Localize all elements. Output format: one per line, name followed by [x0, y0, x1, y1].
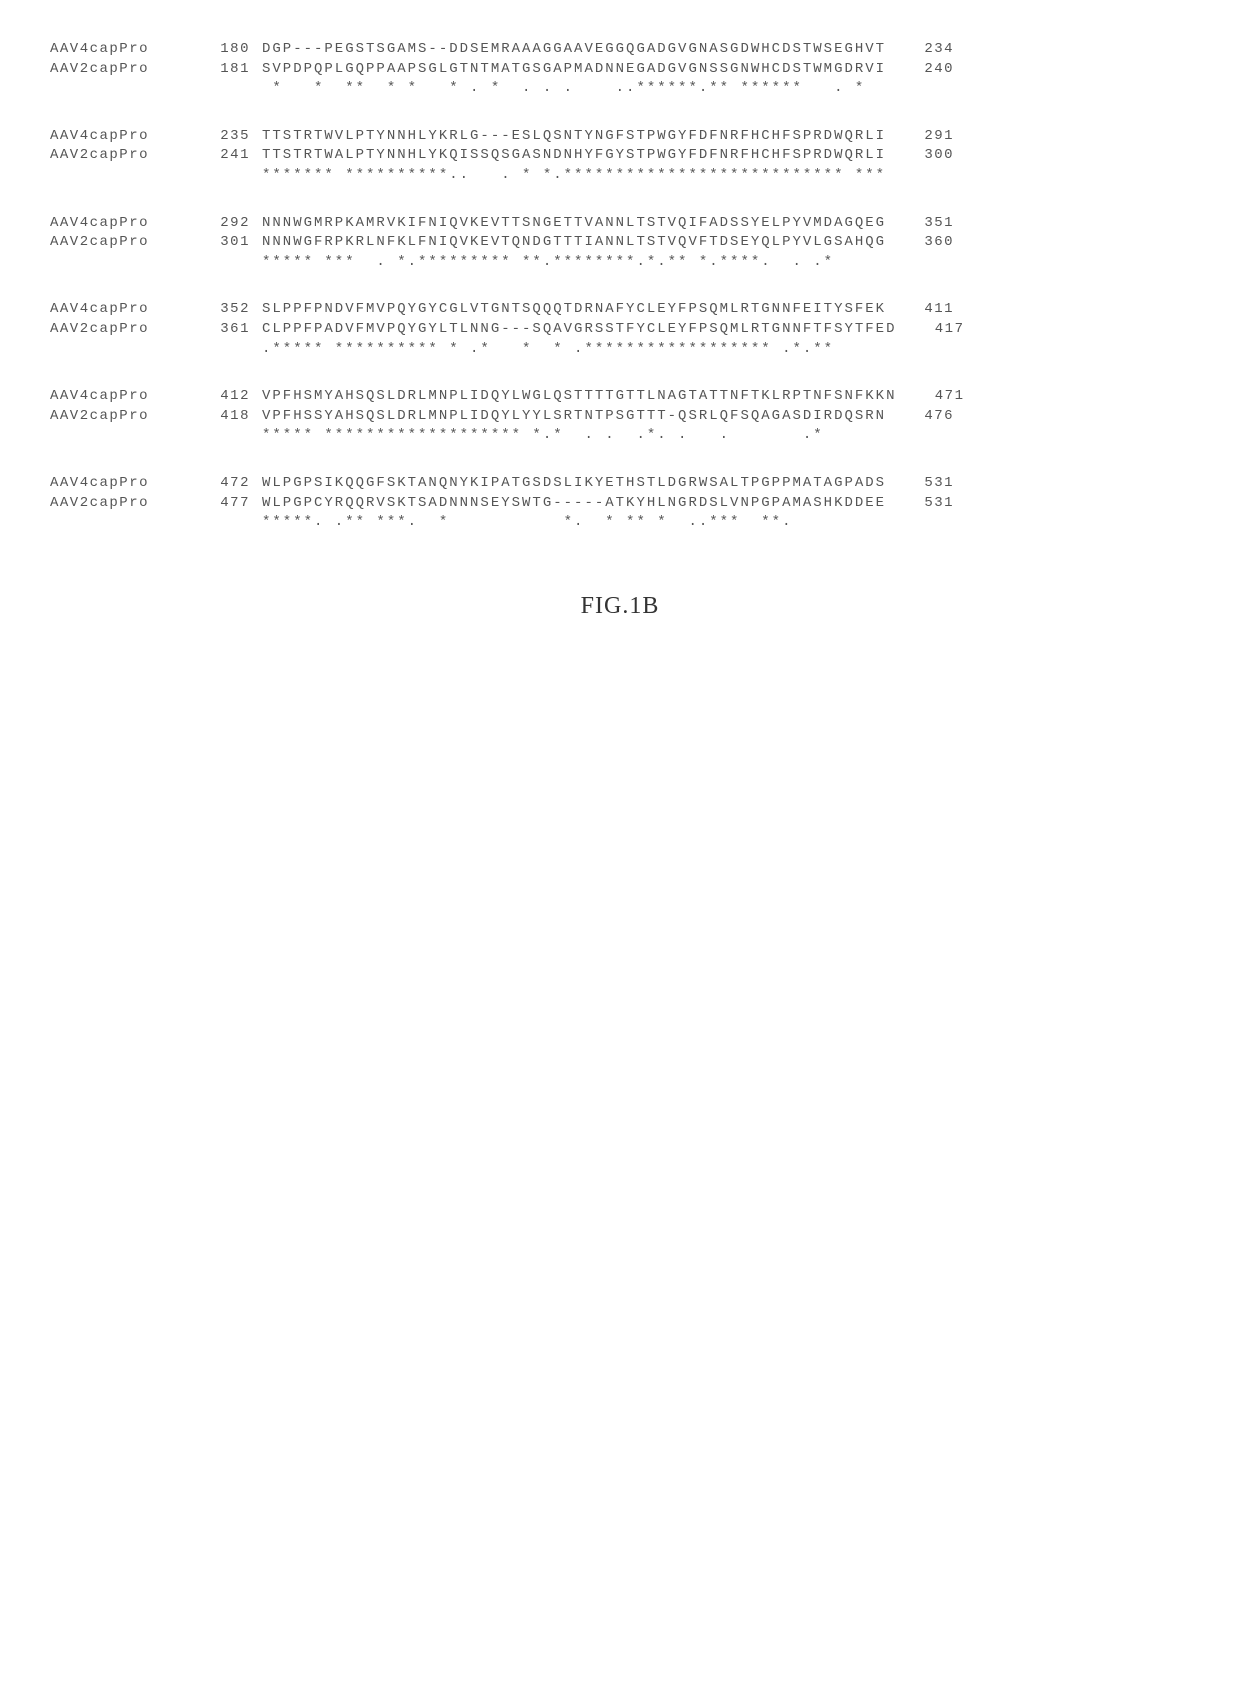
seq-label: AAV4capPro	[50, 214, 190, 234]
sequence-text: VPFHSMYAHSQSLDRLMNPLIDQYLWGLQSTTTTGTTLNA…	[262, 387, 896, 407]
start-pos: 412	[190, 387, 262, 407]
start-pos: 181	[190, 60, 262, 80]
sequence-text: TTSTRTWALPTYNNHLYKQISSQSGASNDNHYFGYSTPWG…	[262, 146, 886, 166]
consensus-text: * * ** * * * . * . . . ..******.** *****…	[262, 79, 876, 99]
seq-row-a: AAV4capPro412VPFHSMYAHSQSLDRLMNPLIDQYLWG…	[50, 387, 1190, 407]
end-pos: 291	[886, 127, 954, 147]
start-pos: 472	[190, 474, 262, 494]
sequence-text: SLPPFPNDVFMVPQYGYCGLVTGNTSQQQTDRNAFYCLEY…	[262, 300, 886, 320]
seq-label: AAV4capPro	[50, 40, 190, 60]
end-pos: 417	[896, 320, 964, 340]
start-pos: 180	[190, 40, 262, 60]
sequence-text: SVPDPQPLGQPPAAPSGLGTNTMATGSGAPMADNNEGADG…	[262, 60, 886, 80]
seq-label: AAV2capPro	[50, 146, 190, 166]
seq-label: AAV4capPro	[50, 127, 190, 147]
alignment-block: AAV4capPro180DGP---PEGSTSGAMS--DDSEMRAAA…	[50, 40, 1190, 99]
consensus-text: ***** ******************* *.* . . .*. . …	[262, 426, 824, 446]
figure-caption: FIG.1B	[50, 593, 1190, 620]
start-pos: 352	[190, 300, 262, 320]
seq-label: AAV2capPro	[50, 494, 190, 514]
alignment-block: AAV4capPro472WLPGPSIKQQGFSKTANQNYKIPATGS…	[50, 474, 1190, 533]
sequence-text: WLPGPSIKQQGFSKTANQNYKIPATGSDSLIKYETHSTLD…	[262, 474, 886, 494]
end-pos: 531	[886, 474, 954, 494]
seq-row-b: AAV2capPro301NNNWGFRPKRLNFKLFNIQVKEVTQND…	[50, 233, 1190, 253]
start-pos: 477	[190, 494, 262, 514]
start-pos: 292	[190, 214, 262, 234]
consensus-text: ******* **********.. . * *.*************…	[262, 166, 886, 186]
alignment-block: AAV4capPro412VPFHSMYAHSQSLDRLMNPLIDQYLWG…	[50, 387, 1190, 446]
consensus-row: ***** ******************* *.* . . .*. . …	[50, 426, 1190, 446]
seq-label: AAV2capPro	[50, 233, 190, 253]
sequence-alignment: AAV4capPro180DGP---PEGSTSGAMS--DDSEMRAAA…	[50, 40, 1190, 533]
alignment-block: AAV4capPro235TTSTRTWVLPTYNNHLYKRLG---ESL…	[50, 127, 1190, 186]
seq-label: AAV4capPro	[50, 300, 190, 320]
consensus-row: ***** *** . *.********* **.********.*.**…	[50, 253, 1190, 273]
end-pos: 360	[886, 233, 954, 253]
seq-label: AAV4capPro	[50, 474, 190, 494]
end-pos: 300	[886, 146, 954, 166]
start-pos: 235	[190, 127, 262, 147]
sequence-text: DGP---PEGSTSGAMS--DDSEMRAAAGGAAVEGGQGADG…	[262, 40, 886, 60]
consensus-row: ******* **********.. . * *.*************…	[50, 166, 1190, 186]
seq-row-b: AAV2capPro477WLPGPCYRQQRVSKTSADNNNSEYSWT…	[50, 494, 1190, 514]
sequence-text: VPFHSSYAHSQSLDRLMNPLIDQYLYYLSRTNTPSGTTT-…	[262, 407, 886, 427]
seq-label: AAV2capPro	[50, 320, 190, 340]
seq-row-a: AAV4capPro180DGP---PEGSTSGAMS--DDSEMRAAA…	[50, 40, 1190, 60]
consensus-text: .***** ********** * .* * * .************…	[262, 340, 834, 360]
sequence-text: WLPGPCYRQQRVSKTSADNNNSEYSWTG-----ATKYHLN…	[262, 494, 886, 514]
start-pos: 361	[190, 320, 262, 340]
end-pos: 476	[886, 407, 954, 427]
start-pos: 301	[190, 233, 262, 253]
end-pos: 240	[886, 60, 954, 80]
seq-row-a: AAV4capPro235TTSTRTWVLPTYNNHLYKRLG---ESL…	[50, 127, 1190, 147]
alignment-block: AAV4capPro292NNNWGMRPKAMRVKIFNIQVKEVTTSN…	[50, 214, 1190, 273]
start-pos: 241	[190, 146, 262, 166]
sequence-text: NNNWGMRPKAMRVKIFNIQVKEVTTSNGETTVANNLTSTV…	[262, 214, 886, 234]
start-pos: 418	[190, 407, 262, 427]
end-pos: 471	[896, 387, 964, 407]
seq-row-b: AAV2capPro361CLPPFPADVFMVPQYGYLTLNNG---S…	[50, 320, 1190, 340]
seq-label: AAV2capPro	[50, 407, 190, 427]
alignment-block: AAV4capPro352SLPPFPNDVFMVPQYGYCGLVTGNTSQ…	[50, 300, 1190, 359]
consensus-row: .***** ********** * .* * * .************…	[50, 340, 1190, 360]
end-pos: 531	[886, 494, 954, 514]
seq-label: AAV2capPro	[50, 60, 190, 80]
sequence-text: TTSTRTWVLPTYNNHLYKRLG---ESLQSNTYNGFSTPWG…	[262, 127, 886, 147]
seq-row-b: AAV2capPro241TTSTRTWALPTYNNHLYKQISSQSGAS…	[50, 146, 1190, 166]
end-pos: 234	[886, 40, 954, 60]
seq-row-a: AAV4capPro472WLPGPSIKQQGFSKTANQNYKIPATGS…	[50, 474, 1190, 494]
sequence-text: CLPPFPADVFMVPQYGYLTLNNG---SQAVGRSSTFYCLE…	[262, 320, 896, 340]
seq-row-a: AAV4capPro292NNNWGMRPKAMRVKIFNIQVKEVTTSN…	[50, 214, 1190, 234]
end-pos: 411	[886, 300, 954, 320]
seq-row-a: AAV4capPro352SLPPFPNDVFMVPQYGYCGLVTGNTSQ…	[50, 300, 1190, 320]
consensus-text: *****. .** ***. * *. * ** * ..*** **.	[262, 513, 803, 533]
consensus-text: ***** *** . *.********* **.********.*.**…	[262, 253, 834, 273]
consensus-row: *****. .** ***. * *. * ** * ..*** **.	[50, 513, 1190, 533]
end-pos: 351	[886, 214, 954, 234]
seq-row-b: AAV2capPro181SVPDPQPLGQPPAAPSGLGTNTMATGS…	[50, 60, 1190, 80]
seq-row-b: AAV2capPro418VPFHSSYAHSQSLDRLMNPLIDQYLYY…	[50, 407, 1190, 427]
seq-label: AAV4capPro	[50, 387, 190, 407]
sequence-text: NNNWGFRPKRLNFKLFNIQVKEVTQNDGTTTIANNLTSTV…	[262, 233, 886, 253]
consensus-row: * * ** * * * . * . . . ..******.** *****…	[50, 79, 1190, 99]
